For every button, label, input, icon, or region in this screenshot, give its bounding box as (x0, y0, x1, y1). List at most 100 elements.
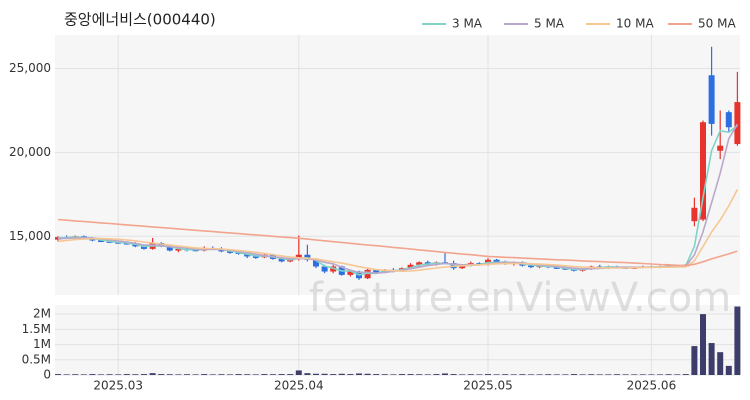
candle-body (141, 246, 147, 249)
candle-body (459, 265, 466, 269)
volume-bar (55, 374, 61, 375)
volume-tick-label: 1M (33, 337, 51, 351)
volume-bar (485, 374, 491, 375)
candle-body (227, 251, 233, 253)
volume-bar (708, 343, 715, 375)
volume-bar (562, 374, 569, 375)
volume-bar (734, 306, 741, 375)
candle-body (528, 265, 534, 268)
volume-bar (614, 374, 620, 375)
volume-bar (665, 374, 672, 375)
volume-bar (304, 373, 311, 375)
candle-body (295, 254, 302, 259)
volume-bar (424, 374, 431, 375)
volume-bar (321, 373, 328, 375)
volume-bar (313, 373, 319, 375)
volume-bar (235, 374, 242, 375)
volume-bar (123, 374, 130, 375)
volume-bar (287, 374, 294, 375)
legend-label: 3 MA (452, 17, 483, 31)
volume-bar (270, 374, 276, 375)
volume-bar (364, 373, 371, 375)
volume-bar (510, 374, 517, 375)
volume-bar (605, 374, 612, 375)
candle-body (252, 256, 259, 258)
volume-bar (442, 373, 448, 375)
legend-label: 50 MA (698, 17, 736, 31)
volume-bar (571, 374, 577, 375)
volume-bar (459, 374, 466, 375)
candle-body (708, 75, 715, 124)
volume-bar (338, 373, 345, 375)
volume-bar (407, 374, 414, 375)
x-tick-label: 2025.05 (463, 379, 513, 393)
volume-bar (184, 374, 190, 375)
candle-body (725, 112, 732, 128)
legend-label: 10 MA (616, 17, 654, 31)
volume-bar (536, 374, 543, 375)
volume-bar (502, 374, 509, 375)
volume-bar (175, 374, 182, 375)
volume-bar (278, 374, 285, 375)
candle-body (691, 207, 698, 222)
volume-bar (192, 374, 199, 375)
candle-body (175, 248, 182, 251)
volume-bar (201, 374, 208, 375)
volume-tick-label: 2M (33, 307, 51, 321)
chart-title: 중앙에너비스(000440) (64, 11, 216, 29)
volume-bar (725, 365, 732, 375)
volume-bar (373, 374, 380, 375)
candle-body (364, 269, 371, 279)
volume-bar (717, 352, 724, 375)
candle-body (416, 262, 423, 265)
candle-body (347, 271, 354, 275)
y-tick-label: 20,000 (9, 145, 51, 159)
volume-bar (244, 374, 251, 375)
volume-bar (63, 374, 70, 375)
candle-body (553, 267, 560, 269)
volume-bar (553, 374, 560, 375)
volume-bar (295, 370, 302, 375)
candle-body (700, 122, 706, 220)
volume-bar (682, 374, 689, 375)
candle-body (313, 259, 319, 267)
candle-body (373, 269, 380, 273)
watermark: feature.enViewV.com (309, 275, 731, 321)
volume-bar (622, 374, 629, 375)
volume-bar (519, 374, 526, 375)
volume-bar (450, 374, 457, 375)
volume-bar (545, 374, 552, 375)
candle-body (717, 145, 724, 151)
volume-bar (579, 374, 586, 375)
volume-tick-label: 1.5M (22, 322, 51, 336)
candle-body (407, 264, 414, 269)
candle-body (493, 259, 500, 263)
volume-panel (55, 305, 740, 375)
candle-body (321, 266, 328, 272)
x-tick-label: 2025.03 (93, 379, 143, 393)
volume-bar (356, 373, 362, 375)
ma-line (57, 189, 739, 273)
volume-bar (132, 374, 139, 375)
volume-bar (252, 374, 259, 375)
volume-bar (89, 374, 96, 375)
volume-bar (399, 374, 405, 375)
candle-body (98, 240, 104, 242)
volume-bar (72, 374, 79, 375)
volume-bar (639, 374, 646, 375)
volume-bar (528, 374, 534, 375)
x-tick-label: 2025.06 (627, 379, 677, 393)
volume-bar (261, 374, 268, 375)
volume-bar (347, 374, 354, 375)
volume-tick-label: 0.5M (22, 352, 51, 366)
volume-bar (80, 374, 87, 375)
volume-bar (691, 346, 698, 375)
volume-bar (166, 374, 173, 375)
volume-bar (433, 374, 440, 375)
volume-bar (141, 374, 147, 375)
volume-bar (467, 374, 474, 375)
volume-bar (476, 374, 483, 375)
volume-bar (115, 374, 122, 375)
price-panel (55, 35, 740, 295)
